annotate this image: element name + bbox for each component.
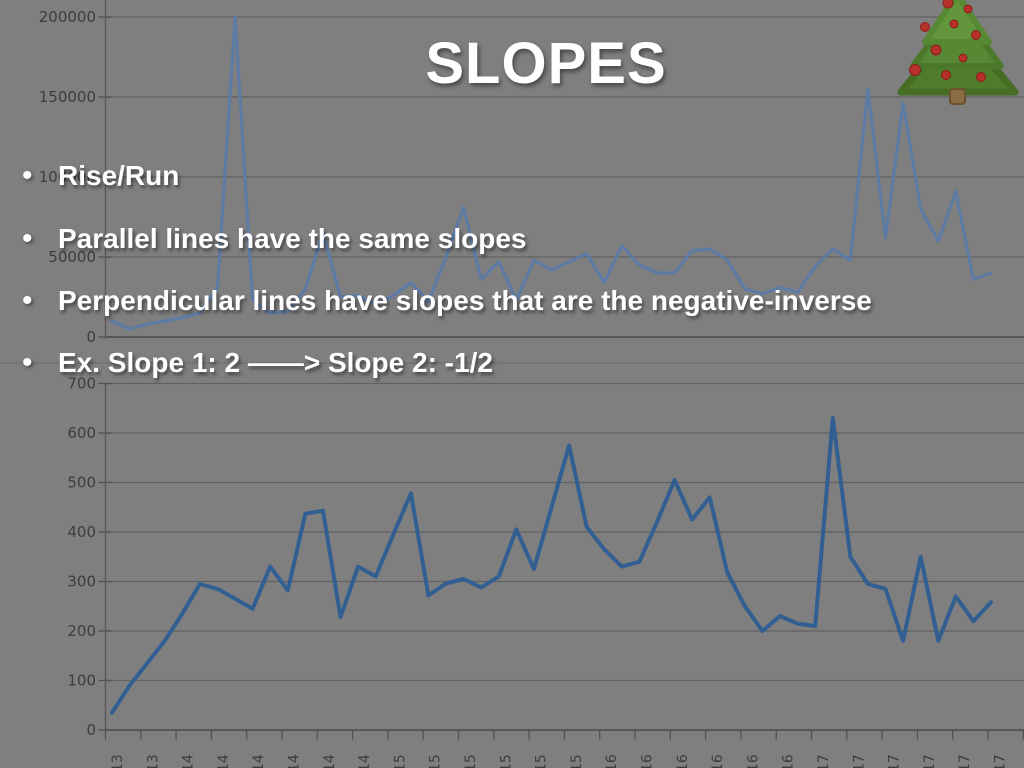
y-tick-label: 300 (67, 573, 96, 591)
y-tick-label: 200 (67, 622, 96, 640)
page-title: SLOPES (425, 31, 667, 96)
bullet-item: • Perpendicular lines have slopes that a… (22, 284, 1018, 318)
x-tick-label: 17 (957, 754, 973, 768)
x-tick-label: 16 (710, 754, 726, 768)
y-tick-label: 700 (67, 375, 96, 393)
x-tick-label: 14 (357, 754, 373, 768)
bullet-item: • Parallel lines have the same slopes (22, 222, 1018, 256)
x-tick-label: 17 (851, 754, 867, 768)
x-tick-label: 16 (675, 754, 691, 768)
series-line (110, 416, 993, 715)
bullet-marker-icon: • (22, 222, 33, 255)
tree-ornaments (909, 0, 986, 82)
bullet-marker-icon: • (22, 346, 33, 379)
x-tick-label: 13 (145, 754, 161, 768)
y-tick-label: 0 (86, 721, 96, 739)
x-tick-label: 13 (110, 754, 126, 768)
y-tick-label: 50000 (48, 248, 96, 266)
x-tick-label: 15 (392, 754, 408, 768)
x-tick-label: 15 (534, 754, 550, 768)
bullet-item: • Rise/Run (22, 159, 1018, 193)
x-tick-label: 15 (463, 754, 479, 768)
y-tick-label: 400 (67, 523, 96, 541)
y-tick-label: 200000 (39, 8, 96, 26)
christmas-tree-image (891, 0, 1024, 106)
y-tick-label: 100000 (39, 168, 96, 186)
x-tick-label: 17 (816, 754, 832, 768)
x-tick-label: 14 (287, 754, 303, 768)
x-tick-label: 16 (640, 754, 656, 768)
y-tick-label: 150000 (39, 88, 96, 106)
bullet-item: • Ex. Slope 1: 2 ——> Slope 2: -1/2 (22, 346, 1018, 380)
bullet-text: Ex. Slope 1: 2 ——> Slope 2: -1/2 (58, 347, 493, 378)
x-tick-label: 14 (322, 754, 338, 768)
christmas-tree-graphic (897, 0, 1019, 105)
x-tick-label: 14 (216, 754, 232, 768)
x-tick-label: 15 (498, 754, 514, 768)
x-tick-label: 17 (922, 754, 938, 768)
x-tick-label: 16 (781, 754, 797, 768)
x-tick-label: 16 (604, 754, 620, 768)
bullet-marker-icon: • (22, 159, 33, 192)
y-tick-label: 100 (67, 672, 96, 690)
x-tick-label: 15 (569, 754, 585, 768)
bullet-text: Rise/Run (58, 160, 180, 191)
x-tick-label: 15 (428, 754, 444, 768)
y-tick-label: 0 (86, 328, 96, 346)
y-tick-label: 500 (67, 474, 96, 492)
tree-trunk (949, 88, 966, 105)
x-tick-label: 16 (745, 754, 761, 768)
x-tick-label: 17 (993, 754, 1009, 768)
x-tick-label: 17 (887, 754, 903, 768)
series-line (110, 15, 993, 331)
bullet-text: Perpendicular lines have slopes that are… (58, 285, 872, 316)
y-tick-label: 600 (67, 424, 96, 442)
bullet-text: Parallel lines have the same slopes (58, 223, 527, 254)
x-tick-label: 14 (181, 754, 197, 768)
x-tick-label: 14 (251, 754, 267, 768)
bullet-marker-icon: • (22, 284, 33, 317)
